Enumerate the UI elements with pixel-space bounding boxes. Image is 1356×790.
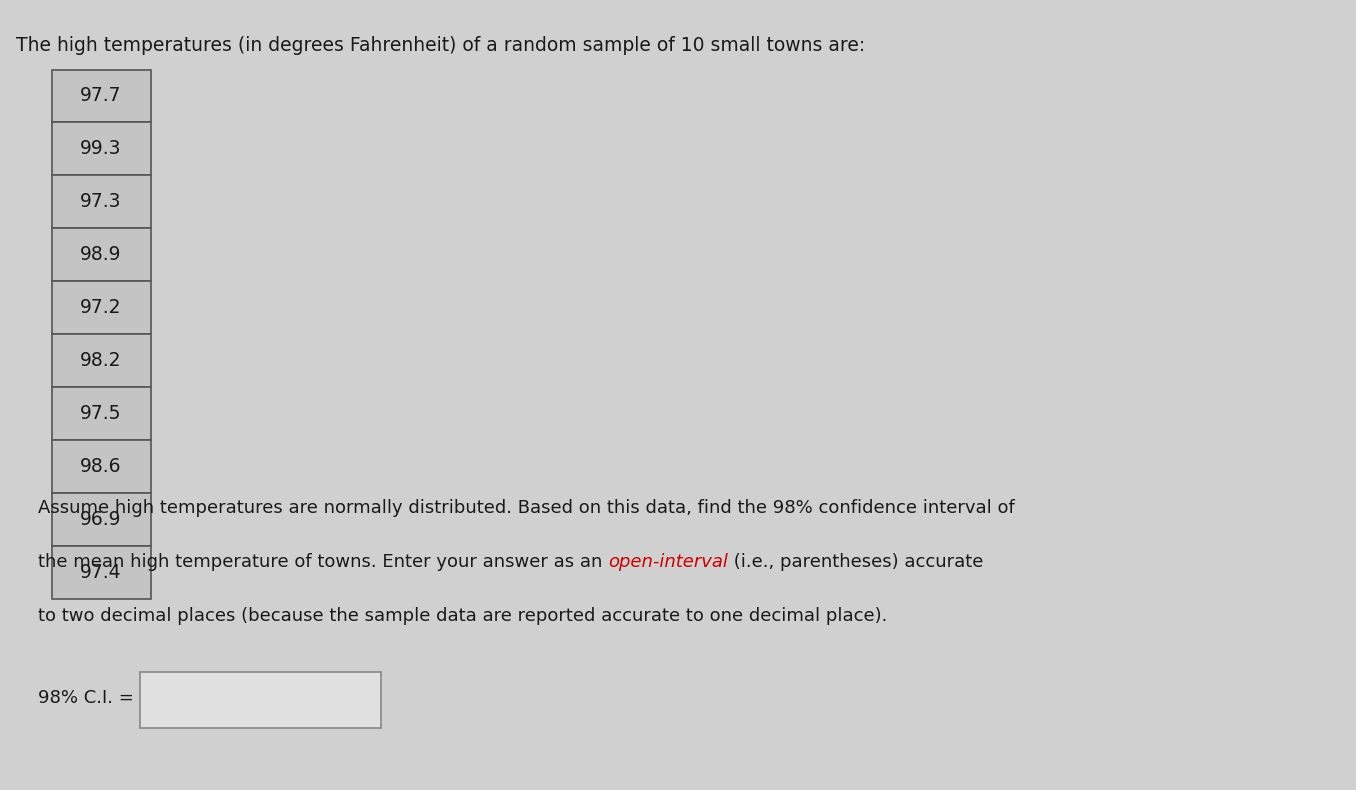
Text: 98.2: 98.2 [80,351,122,371]
Text: 97.5: 97.5 [80,404,122,423]
Bar [52,281,151,334]
Text: 97.2: 97.2 [80,298,122,318]
Bar [52,228,151,281]
Text: 99.3: 99.3 [80,139,122,159]
Bar [52,387,151,440]
Text: (i.e., parentheses) accurate: (i.e., parentheses) accurate [728,553,983,571]
Bar [52,122,151,175]
Text: Assume high temperatures are normally distributed. Based on this data, find the : Assume high temperatures are normally di… [38,499,1014,517]
Text: The high temperatures (in degrees Fahrenheit) of a random sample of 10 small tow: The high temperatures (in degrees Fahren… [16,36,865,55]
Text: 98.6: 98.6 [80,457,122,476]
Bar [52,546,151,599]
Bar [52,493,151,546]
Bar [52,70,151,122]
Text: 97.4: 97.4 [80,562,122,582]
Text: 96.9: 96.9 [80,510,122,529]
Bar [52,440,151,493]
Text: 98% C.I. =: 98% C.I. = [38,689,134,706]
Text: open-interval: open-interval [607,553,728,571]
Bar [52,175,151,228]
Text: to two decimal places (because the sample data are reported accurate to one deci: to two decimal places (because the sampl… [38,607,887,625]
Bar [52,334,151,387]
Text: 98.9: 98.9 [80,245,122,265]
Text: the mean high temperature of towns. Enter your answer as an: the mean high temperature of towns. Ente… [38,553,607,571]
Bar [140,672,381,728]
Text: 97.7: 97.7 [80,86,122,106]
Text: 97.3: 97.3 [80,192,122,212]
